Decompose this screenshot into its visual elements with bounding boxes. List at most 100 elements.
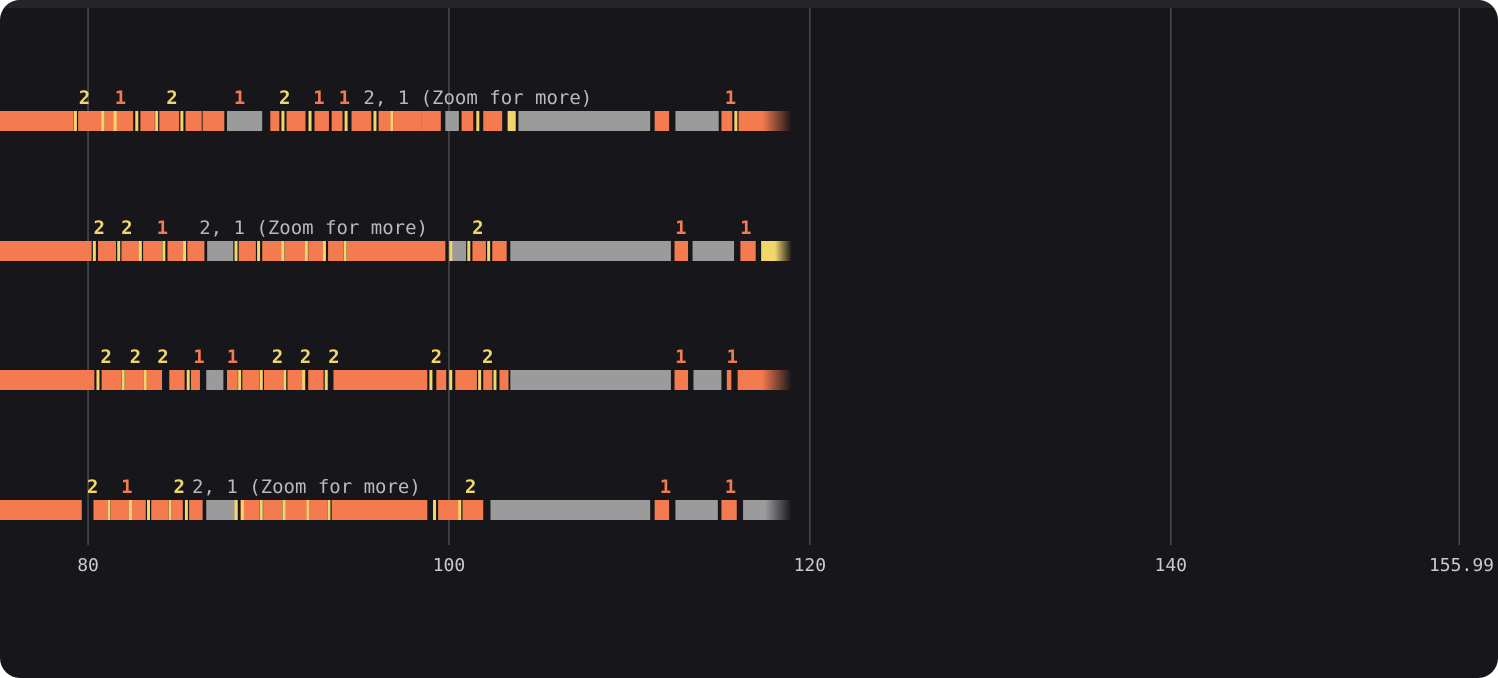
marker-line bbox=[306, 500, 310, 520]
count-label: 1 bbox=[725, 476, 736, 498]
segment-primary bbox=[262, 241, 283, 261]
segment-primary bbox=[393, 111, 422, 131]
x-tick-label: 120 bbox=[794, 555, 827, 576]
segment-secondary bbox=[518, 111, 651, 131]
count-label: 2 bbox=[157, 346, 168, 368]
marker-line bbox=[147, 500, 151, 520]
segment-primary bbox=[101, 370, 122, 390]
marker-line bbox=[327, 500, 331, 520]
segment-primary bbox=[0, 370, 95, 390]
marker-line bbox=[281, 241, 285, 261]
marker-line bbox=[734, 111, 738, 131]
count-label: 1 bbox=[660, 476, 671, 498]
count-label: 1 bbox=[740, 217, 751, 239]
segment-primary bbox=[189, 500, 203, 520]
marker-line bbox=[186, 370, 190, 390]
segment-primary bbox=[737, 370, 792, 390]
x-tick-label: 80 bbox=[77, 555, 99, 576]
segment-primary bbox=[347, 241, 446, 261]
segment-primary bbox=[378, 111, 392, 131]
marker-line bbox=[168, 500, 172, 520]
segment-primary bbox=[333, 370, 428, 390]
segment-primary bbox=[93, 500, 108, 520]
segment-primary bbox=[721, 500, 737, 520]
segment-primary bbox=[0, 241, 92, 261]
marker-line bbox=[458, 500, 462, 520]
segment-primary bbox=[308, 241, 324, 261]
segment-primary bbox=[314, 111, 329, 131]
segment-primary bbox=[97, 241, 117, 261]
segment-primary bbox=[121, 241, 140, 261]
segment-primary bbox=[167, 241, 184, 261]
segment-primary bbox=[185, 111, 202, 131]
zoom-label: 2, 1 (Zoom for more) bbox=[192, 476, 421, 498]
count-label: 2 bbox=[465, 476, 476, 498]
count-label: 2 bbox=[431, 346, 442, 368]
marker-line bbox=[257, 241, 261, 261]
segment-primary bbox=[263, 500, 283, 520]
count-label: 1 bbox=[227, 346, 238, 368]
marker-line bbox=[493, 370, 497, 390]
marker-line bbox=[234, 241, 238, 261]
marker-line bbox=[467, 241, 471, 261]
marker-line bbox=[429, 370, 433, 390]
segment-primary bbox=[331, 111, 343, 131]
count-label: 2 bbox=[173, 476, 184, 498]
segment-secondary bbox=[206, 500, 238, 520]
segment-primary bbox=[0, 500, 82, 520]
marker-line bbox=[308, 111, 312, 131]
marker-line bbox=[433, 500, 437, 520]
segment-primary bbox=[455, 370, 477, 390]
segment-primary bbox=[104, 111, 115, 131]
segment-primary bbox=[190, 370, 200, 390]
segment-secondary bbox=[207, 241, 234, 261]
marker-line bbox=[344, 111, 348, 131]
segment-marker bbox=[761, 241, 792, 261]
x-axis-ticks: 80 100 120 140 155.99 bbox=[77, 555, 1494, 576]
x-tick-label: 155.99 bbox=[1429, 555, 1494, 576]
segment-marker bbox=[507, 111, 516, 131]
marker-line bbox=[373, 111, 377, 131]
segment-primary bbox=[286, 111, 306, 131]
segment-secondary bbox=[445, 111, 459, 131]
marker-line bbox=[324, 370, 328, 390]
marker-line bbox=[259, 370, 263, 390]
marker-line bbox=[138, 241, 142, 261]
count-label: 2 bbox=[279, 87, 290, 109]
segment-primary bbox=[461, 111, 474, 131]
top-strip bbox=[0, 0, 1498, 8]
segment-primary bbox=[308, 370, 324, 390]
marker-line bbox=[478, 370, 482, 390]
marker-line bbox=[449, 370, 453, 390]
segment-primary bbox=[284, 241, 306, 261]
segment-primary bbox=[740, 241, 756, 261]
segment-primary bbox=[151, 500, 169, 520]
segment-primary bbox=[169, 370, 185, 390]
track-1: 2 1 2 1 2 1 1 2, 1 (Zoom for more) 1 bbox=[0, 87, 792, 131]
count-label: 2 bbox=[472, 217, 483, 239]
segment-primary bbox=[78, 111, 102, 131]
count-label: 2 bbox=[482, 346, 493, 368]
marker-line bbox=[302, 370, 306, 390]
count-label: 1 bbox=[313, 87, 324, 109]
segment-primary bbox=[726, 370, 732, 390]
segment-primary bbox=[721, 111, 733, 131]
count-label: 1 bbox=[675, 346, 686, 368]
zoom-label: 2, 1 (Zoom for more) bbox=[199, 217, 428, 239]
segment-primary bbox=[654, 500, 670, 520]
segment-primary bbox=[242, 370, 260, 390]
zoom-label: 2, 1 (Zoom for more) bbox=[363, 87, 592, 109]
segment-primary bbox=[674, 370, 689, 390]
marker-line bbox=[135, 111, 139, 131]
segment-secondary bbox=[675, 111, 719, 131]
count-label: 1 bbox=[234, 87, 245, 109]
marker-line bbox=[180, 111, 184, 131]
segment-primary bbox=[462, 500, 484, 520]
segment-primary bbox=[436, 370, 447, 390]
segment-secondary bbox=[693, 370, 722, 390]
segment-primary bbox=[499, 370, 509, 390]
segment-primary bbox=[110, 500, 130, 520]
marker-line bbox=[155, 111, 159, 131]
